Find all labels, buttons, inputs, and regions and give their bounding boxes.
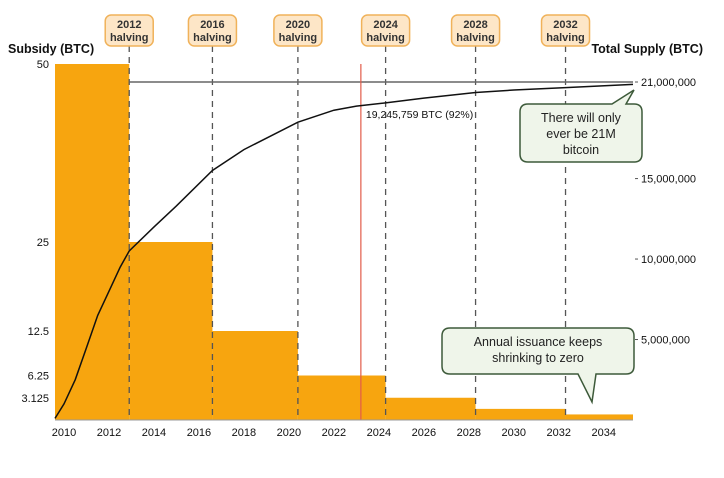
x-tick-label: 2032 bbox=[547, 427, 571, 439]
x-tick-label: 2020 bbox=[277, 427, 301, 439]
x-tick-label: 2016 bbox=[187, 427, 211, 439]
halving-label-box bbox=[187, 14, 238, 47]
issuance-callout-text: Annual issuance keeps shrinking to zero bbox=[474, 335, 603, 365]
subsidy-bar bbox=[297, 375, 386, 420]
x-tick-label: 2018 bbox=[232, 427, 256, 439]
halving-label: 2020 halving bbox=[273, 14, 323, 47]
halving-label-text: 2012 halving bbox=[110, 19, 149, 44]
supply-curve bbox=[54, 83, 634, 419]
x-tick-label: 2022 bbox=[322, 427, 346, 439]
subsidy-bar bbox=[475, 408, 566, 420]
halving-label-text: 2016 halving bbox=[193, 19, 232, 44]
x-tick-label: 2028 bbox=[457, 427, 481, 439]
halving-labels: 2012 halving 2016 halving 2020 halving 2024 hal… bbox=[104, 14, 591, 47]
halving-label-text: 2028 halving bbox=[456, 19, 495, 44]
issuance-callout: Annual issuance keeps shrinking to zero bbox=[441, 327, 635, 405]
subsidy-bar bbox=[385, 397, 476, 420]
subsidy-bar bbox=[55, 64, 130, 420]
supply-callout-text: There will only ever be 21M bitcoin bbox=[541, 111, 622, 157]
halving-label: 2012 halving bbox=[104, 14, 154, 47]
x-tick-label: 2034 bbox=[592, 427, 616, 439]
supply-callout: There will only ever be 21M bitcoin bbox=[519, 89, 643, 163]
left-axis-title: Subsidy (BTC) bbox=[8, 42, 94, 56]
halving-label-box bbox=[540, 14, 591, 47]
x-tick-label: 2030 bbox=[502, 427, 526, 439]
axes: 2010 2012 2014 2016 2018 2020 2022 2024 2026 2028… bbox=[21, 59, 696, 439]
left-y-tick-label: 3.125 bbox=[21, 393, 49, 405]
subsidy-bar bbox=[212, 331, 298, 420]
supply-callout-bubble bbox=[519, 89, 643, 163]
subsidy-bar bbox=[565, 414, 633, 420]
halving-label-text: 2032 halving bbox=[546, 19, 585, 44]
current-supply-label: 19,245,759 BTC (92%) bbox=[366, 109, 473, 121]
right-y-tick-label: 5,000,000 bbox=[641, 335, 690, 347]
halving-label: 2016 halving bbox=[187, 14, 238, 47]
halving-label: 2028 halving bbox=[450, 14, 501, 47]
callouts: There will only ever be 21M bitcoin Annual … bbox=[441, 89, 643, 405]
halving-label-box bbox=[104, 14, 154, 47]
left-y-tick-label: 6.25 bbox=[28, 371, 49, 383]
right-y-tick-label: 21,000,000 bbox=[641, 77, 696, 89]
x-tick-label: 2012 bbox=[97, 427, 121, 439]
halving-label-box bbox=[273, 14, 323, 47]
subsidy-bar bbox=[129, 242, 213, 420]
subsidy-bars bbox=[55, 64, 633, 420]
supply-layer: 19,245,759 BTC (92%) bbox=[54, 64, 634, 420]
right-axis-title: Total Supply (BTC) bbox=[591, 42, 703, 56]
halving-label-text: 2020 halving bbox=[279, 19, 318, 44]
x-tick-label: 2014 bbox=[142, 427, 166, 439]
halving-label: 2024 halving bbox=[360, 14, 411, 47]
x-tick-label: 2026 bbox=[412, 427, 436, 439]
x-tick-label: 2024 bbox=[367, 427, 391, 439]
halving-label: 2032 halving bbox=[540, 14, 591, 47]
left-y-tick-label: 50 bbox=[37, 59, 49, 71]
issuance-callout-bubble bbox=[441, 327, 635, 405]
x-tick-label: 2010 bbox=[52, 427, 76, 439]
halving-label-box bbox=[360, 14, 411, 47]
right-y-tick-label: 10,000,000 bbox=[641, 254, 696, 266]
halving-label-box bbox=[450, 14, 501, 47]
left-y-tick-label: 12.5 bbox=[28, 326, 49, 338]
left-y-tick-label: 25 bbox=[37, 237, 49, 249]
right-y-tick-label: 15,000,000 bbox=[641, 174, 696, 186]
halving-label-text: 2024 halving bbox=[366, 19, 405, 44]
